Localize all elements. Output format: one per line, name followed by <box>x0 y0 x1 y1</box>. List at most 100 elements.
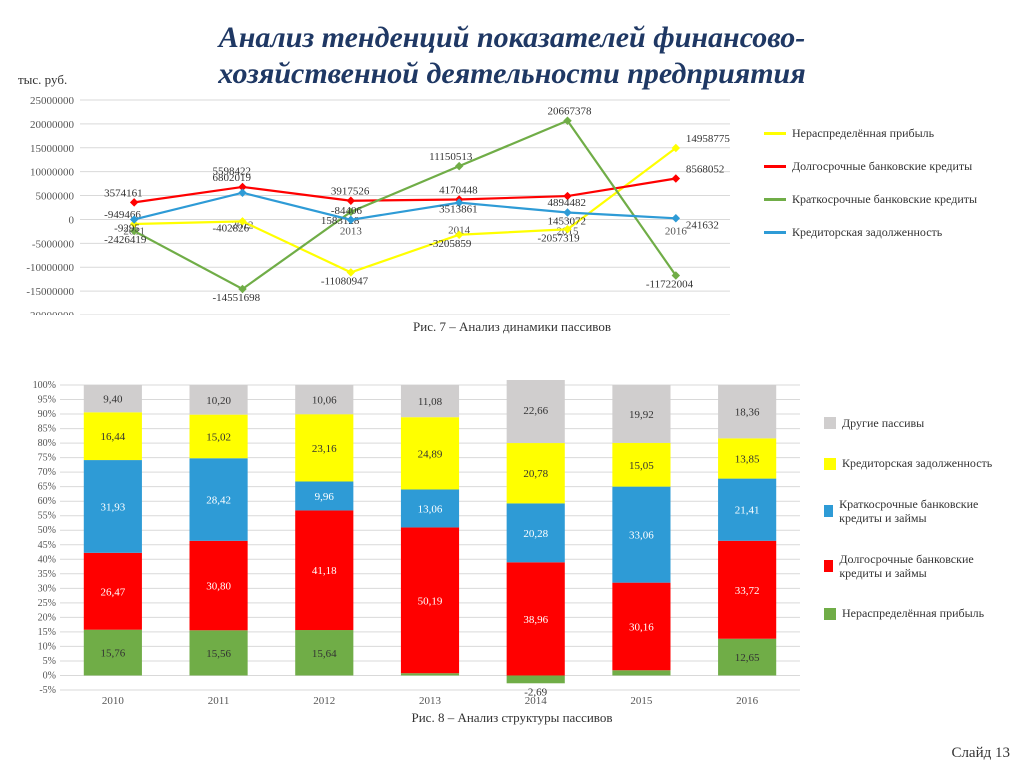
svg-text:-20000000: -20000000 <box>26 310 74 315</box>
svg-text:-2426419: -2426419 <box>104 234 147 246</box>
legend-label: Нераспределённая прибыль <box>842 606 984 620</box>
chart2-container: -5%0%5%10%15%20%25%30%35%40%45%50%55%60%… <box>10 380 1014 735</box>
svg-text:13,85: 13,85 <box>735 453 760 465</box>
svg-text:2012: 2012 <box>313 695 335 707</box>
svg-text:-11722004: -11722004 <box>646 278 694 290</box>
svg-text:16,44: 16,44 <box>100 431 125 443</box>
svg-text:4170448: 4170448 <box>439 185 478 197</box>
svg-text:19,92: 19,92 <box>629 409 654 421</box>
legend-item: Долгосрочные банковские кредиты <box>764 159 1014 174</box>
legend-item: Краткосрочные банковские кредиты и займы <box>824 497 1014 526</box>
svg-text:14958775: 14958775 <box>686 133 731 145</box>
svg-text:-5000000: -5000000 <box>32 238 75 250</box>
svg-text:20,28: 20,28 <box>523 528 548 540</box>
svg-text:30%: 30% <box>38 583 56 594</box>
chart1-legend: Нераспределённая прибыль Долгосрочные бан… <box>764 120 1014 252</box>
svg-text:23,16: 23,16 <box>312 443 337 455</box>
svg-text:12,65: 12,65 <box>735 652 760 664</box>
legend-label: Нераспределённая прибыль <box>792 126 934 141</box>
slide-number: Слайд 13 <box>951 745 1010 762</box>
legend-label: Другие пассивы <box>842 416 924 430</box>
svg-text:2014: 2014 <box>525 695 548 707</box>
legend-swatch <box>764 165 786 168</box>
svg-text:15,56: 15,56 <box>206 648 231 660</box>
svg-text:-402826: -402826 <box>213 222 250 234</box>
svg-text:15000000: 15000000 <box>30 143 75 155</box>
svg-text:80%: 80% <box>38 438 56 449</box>
legend-swatch <box>824 608 836 620</box>
chart1-y-axis-label: тыс. руб. <box>18 72 67 88</box>
legend-swatch <box>824 560 833 572</box>
svg-text:15,05: 15,05 <box>629 460 654 472</box>
svg-text:2016: 2016 <box>736 695 759 707</box>
svg-text:9,40: 9,40 <box>103 394 123 406</box>
svg-text:-84406: -84406 <box>331 205 363 217</box>
legend-item: Кредиторская задолженность <box>824 456 1014 470</box>
slide-title: Анализ тенденций показателей финансово- … <box>0 20 1024 92</box>
svg-text:20667378: 20667378 <box>548 106 593 118</box>
svg-text:31,93: 31,93 <box>100 501 125 513</box>
svg-text:35%: 35% <box>38 569 56 580</box>
svg-text:70%: 70% <box>38 467 56 478</box>
svg-text:241632: 241632 <box>686 219 719 231</box>
svg-text:50%: 50% <box>38 525 56 536</box>
svg-text:45%: 45% <box>38 540 56 551</box>
svg-text:10,06: 10,06 <box>312 395 337 407</box>
svg-text:33,72: 33,72 <box>735 585 760 597</box>
svg-text:95%: 95% <box>38 395 56 406</box>
svg-text:2015: 2015 <box>630 695 653 707</box>
svg-text:1453072: 1453072 <box>548 216 587 228</box>
legend-item: Краткосрочные банковские кредиты <box>764 192 1014 207</box>
svg-text:-11080947: -11080947 <box>321 275 369 287</box>
svg-text:3574161: 3574161 <box>104 187 142 199</box>
svg-text:55%: 55% <box>38 511 56 522</box>
svg-text:2013: 2013 <box>419 695 442 707</box>
legend-label: Краткосрочные банковские кредиты <box>792 192 977 207</box>
legend-item: Кредиторская задолженность <box>764 225 1014 240</box>
legend-swatch <box>764 231 786 234</box>
svg-text:2016: 2016 <box>665 225 688 237</box>
svg-text:22,66: 22,66 <box>523 405 548 417</box>
svg-text:8568052: 8568052 <box>686 164 725 176</box>
svg-text:10,20: 10,20 <box>206 395 231 407</box>
svg-text:2013: 2013 <box>340 225 363 237</box>
legend-label: Кредиторская задолженность <box>792 225 942 240</box>
svg-text:41,18: 41,18 <box>312 565 337 577</box>
chart1-container: -20000000-15000000-10000000-500000005000… <box>10 95 1014 340</box>
svg-text:15,64: 15,64 <box>312 648 337 660</box>
svg-text:38,96: 38,96 <box>523 614 548 626</box>
svg-text:26,47: 26,47 <box>100 586 125 598</box>
svg-text:4894482: 4894482 <box>548 197 587 209</box>
svg-text:20%: 20% <box>38 612 56 623</box>
svg-text:2010: 2010 <box>102 695 125 707</box>
legend-label: Долгосрочные банковские кредиты и займы <box>839 552 1014 581</box>
legend-swatch <box>824 417 836 429</box>
svg-text:60%: 60% <box>38 496 56 507</box>
svg-text:-14551698: -14551698 <box>213 292 261 304</box>
svg-text:33,06: 33,06 <box>629 530 654 542</box>
svg-text:50,19: 50,19 <box>418 595 443 607</box>
svg-text:-2057319: -2057319 <box>538 232 581 244</box>
legend-item: Долгосрочные банковские кредиты и займы <box>824 552 1014 581</box>
svg-text:25%: 25% <box>38 598 56 609</box>
svg-text:5%: 5% <box>43 656 56 667</box>
svg-text:11,08: 11,08 <box>418 396 443 408</box>
svg-text:15,02: 15,02 <box>206 431 231 443</box>
legend-swatch <box>764 198 786 201</box>
legend-swatch <box>824 458 836 470</box>
svg-text:100%: 100% <box>33 380 56 391</box>
svg-text:20,78: 20,78 <box>523 468 548 480</box>
svg-text:0: 0 <box>69 214 75 226</box>
svg-text:30,16: 30,16 <box>629 621 654 633</box>
legend-item: Нераспределённая прибыль <box>764 126 1014 141</box>
svg-text:3917526: 3917526 <box>331 186 370 198</box>
svg-text:21,41: 21,41 <box>735 505 760 517</box>
legend-swatch <box>764 132 786 135</box>
chart2-legend: Другие пассивы Кредиторская задолженность… <box>824 410 1014 641</box>
svg-text:20000000: 20000000 <box>30 119 75 131</box>
svg-text:11150513: 11150513 <box>429 151 473 163</box>
chart2-caption: Рис. 8 – Анализ структуры пассивов <box>10 710 1014 726</box>
svg-text:65%: 65% <box>38 482 56 493</box>
svg-text:30,80: 30,80 <box>206 581 231 593</box>
chart1-caption: Рис. 7 – Анализ динамики пассивов <box>10 319 1014 335</box>
